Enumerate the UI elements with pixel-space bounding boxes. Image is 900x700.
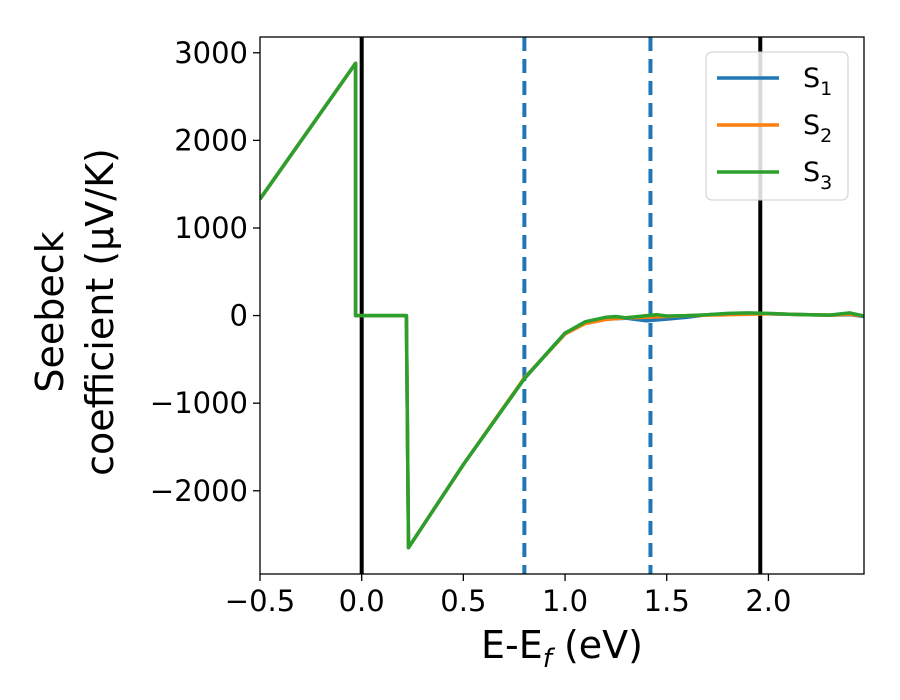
y-axis-title-line2: coefficient (μV/K)	[78, 148, 122, 476]
axes-frame	[259, 36, 865, 575]
legend-label-s1: S1	[803, 63, 832, 100]
y-axis-ticks: −2000 −1000 0 1000 2000 3000	[150, 36, 260, 508]
y-tick-label: 1000	[174, 211, 248, 245]
legend: S1 S2 S3	[705, 51, 849, 201]
x-tick-label: 0.0	[339, 584, 385, 618]
x-tick-label: 1.5	[644, 584, 690, 618]
y-tick-label: 3000	[174, 36, 248, 70]
legend-label-s2: S2	[803, 110, 832, 147]
y-tick-label: 2000	[174, 123, 248, 157]
y-tick-label: −1000	[150, 386, 248, 420]
x-tick-label: 1.0	[542, 584, 588, 618]
x-tick-label: 0.5	[440, 584, 486, 618]
y-tick-label: 0	[230, 299, 248, 333]
y-axis-title-line1: Seebeck	[28, 231, 72, 392]
x-axis-ticks: −0.5 0.0 0.5 1.0 1.5 2.0	[225, 574, 791, 618]
legend-label-s3: S3	[803, 157, 832, 194]
x-tick-label: −0.5	[225, 584, 295, 618]
x-axis-title: E-Ef (eV)	[481, 623, 643, 674]
y-tick-label: −2000	[150, 474, 248, 508]
x-tick-label: 2.0	[745, 584, 791, 618]
series-line-s3	[260, 61, 864, 550]
